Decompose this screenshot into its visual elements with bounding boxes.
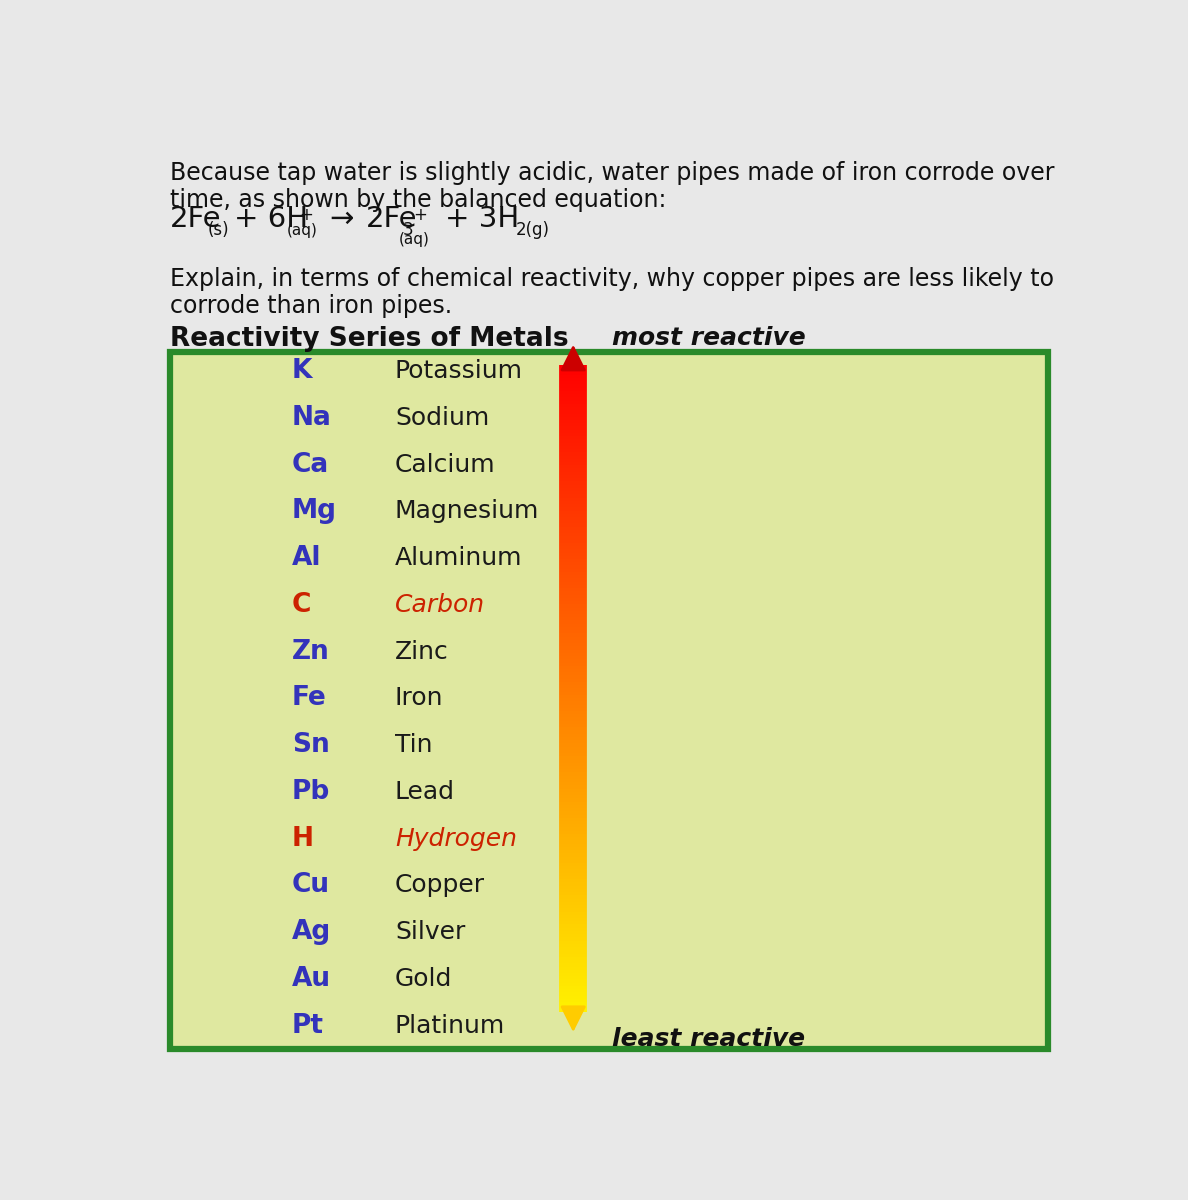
Text: Aluminum: Aluminum: [394, 546, 523, 570]
Text: Because tap water is slightly acidic, water pipes made of iron corrode over: Because tap water is slightly acidic, wa…: [170, 161, 1055, 185]
Text: + 6H: + 6H: [234, 205, 308, 233]
Text: Silver: Silver: [394, 920, 466, 944]
Text: Calcium: Calcium: [394, 452, 495, 476]
Text: +: +: [412, 206, 426, 224]
Text: 3: 3: [403, 221, 413, 239]
Text: Lead: Lead: [394, 780, 455, 804]
Bar: [170, 352, 1048, 1049]
Text: Al: Al: [292, 545, 322, 571]
Text: Ca: Ca: [292, 451, 329, 478]
Text: Explain, in terms of chemical reactivity, why copper pipes are less likely to: Explain, in terms of chemical reactivity…: [170, 268, 1054, 292]
Text: (aq): (aq): [286, 223, 317, 238]
Text: Sodium: Sodium: [394, 406, 489, 430]
Text: Platinum: Platinum: [394, 1014, 505, 1038]
Text: Cu: Cu: [292, 872, 330, 899]
Text: Pt: Pt: [292, 1013, 324, 1039]
Text: Zn: Zn: [292, 638, 329, 665]
Text: Iron: Iron: [394, 686, 443, 710]
Text: Au: Au: [292, 966, 331, 992]
Text: 2(g): 2(g): [516, 221, 550, 239]
Text: Hydrogen: Hydrogen: [394, 827, 517, 851]
Text: Magnesium: Magnesium: [394, 499, 539, 523]
Text: corrode than iron pipes.: corrode than iron pipes.: [170, 294, 453, 318]
Text: Gold: Gold: [394, 967, 453, 991]
Text: 2Fe: 2Fe: [366, 205, 417, 233]
Text: (aq): (aq): [399, 232, 430, 247]
Text: Zinc: Zinc: [394, 640, 449, 664]
Text: Reactivity Series of Metals: Reactivity Series of Metals: [170, 326, 569, 353]
Text: least reactive: least reactive: [612, 1027, 805, 1051]
Text: +: +: [299, 206, 312, 224]
Text: Tin: Tin: [394, 733, 432, 757]
Text: →: →: [329, 205, 354, 233]
Text: H: H: [292, 826, 314, 852]
Text: Na: Na: [292, 404, 331, 431]
Text: (s): (s): [208, 221, 229, 239]
Text: + 3H: + 3H: [446, 205, 519, 233]
Text: Pb: Pb: [292, 779, 330, 805]
Text: C: C: [292, 592, 311, 618]
Text: Copper: Copper: [394, 874, 485, 898]
Text: K: K: [292, 358, 312, 384]
Text: Fe: Fe: [292, 685, 327, 712]
Text: 2Fe: 2Fe: [170, 205, 222, 233]
Text: most reactive: most reactive: [612, 326, 805, 350]
Text: Ag: Ag: [292, 919, 331, 946]
Text: Sn: Sn: [292, 732, 329, 758]
Text: time, as shown by the balanced equation:: time, as shown by the balanced equation:: [170, 188, 666, 212]
Text: Mg: Mg: [292, 498, 337, 524]
Text: Potassium: Potassium: [394, 359, 523, 383]
Text: Carbon: Carbon: [394, 593, 485, 617]
